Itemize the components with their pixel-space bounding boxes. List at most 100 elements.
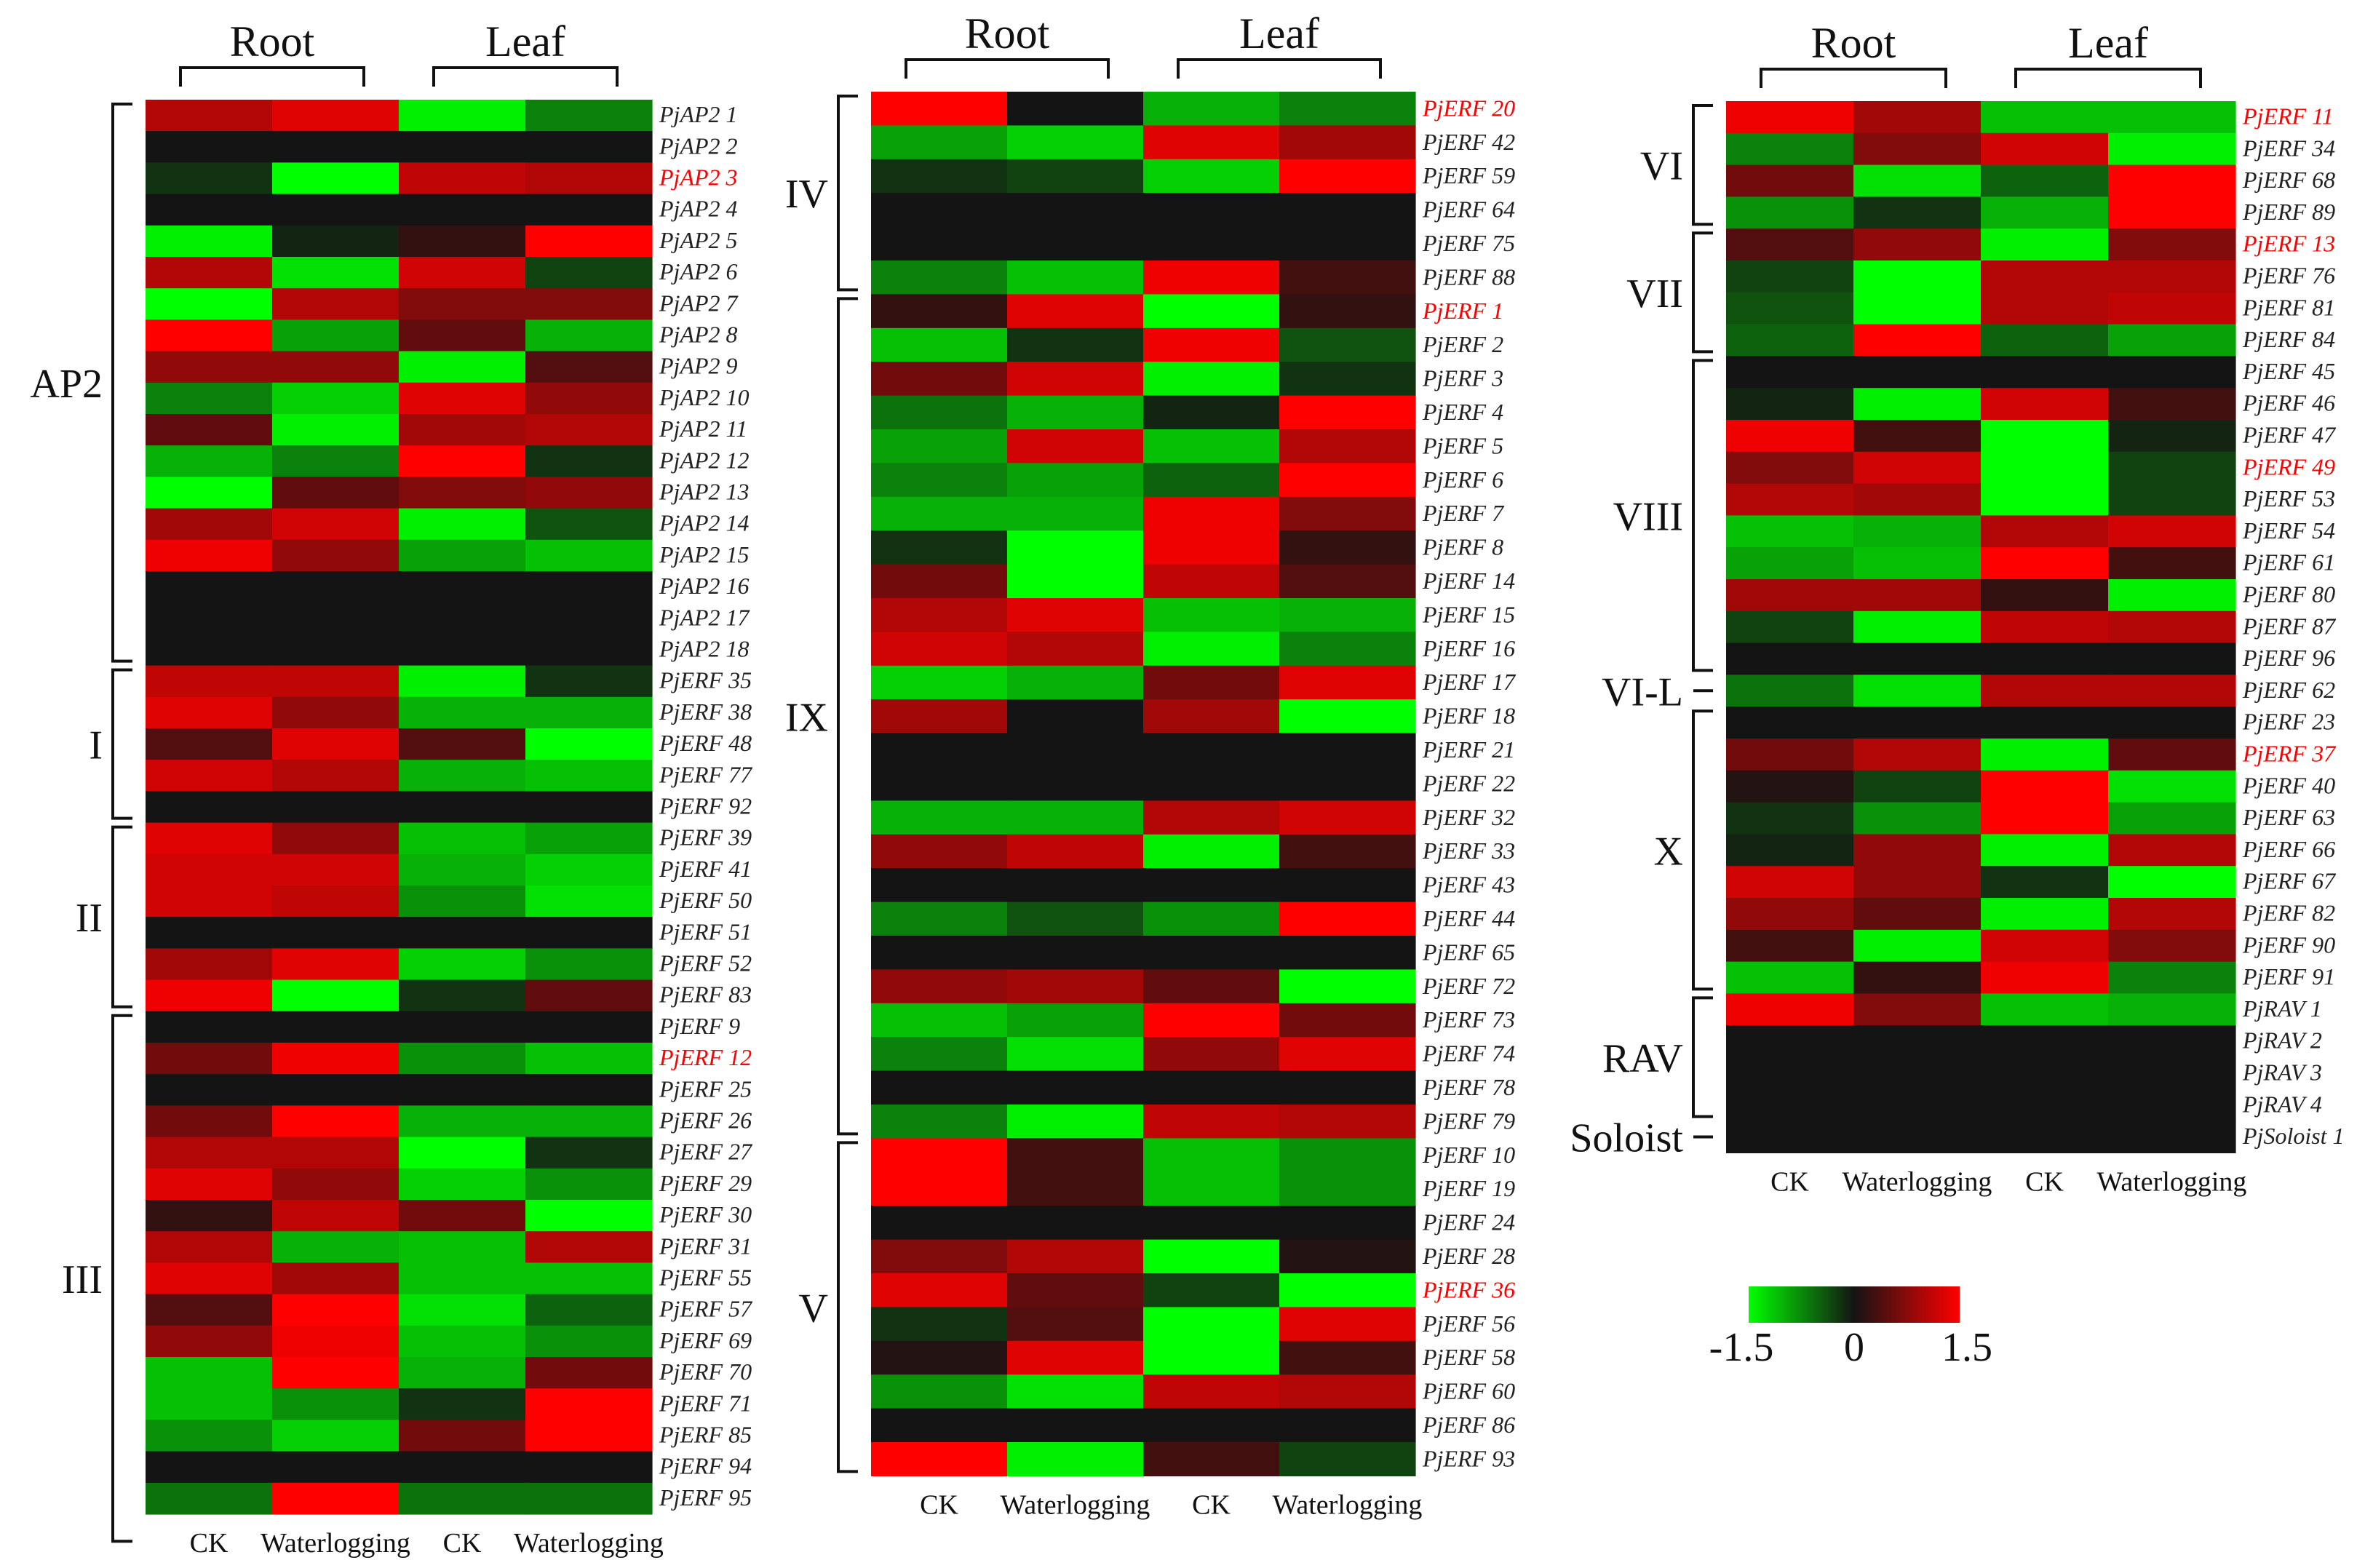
heatmap-cell	[399, 1231, 526, 1263]
heatmap-cell	[146, 886, 273, 918]
heatmap-cell	[1279, 1105, 1416, 1139]
heatmap-cell	[1726, 356, 1854, 389]
heatmap-cell	[1007, 193, 1144, 228]
heatmap-cell	[272, 917, 400, 949]
heatmap-cell	[1279, 463, 1416, 498]
heatmap-cell	[1279, 294, 1416, 329]
tissue-bracket-root	[905, 58, 1110, 79]
heatmap-cell	[2108, 101, 2236, 134]
gene-label-pjerf-11: PjERF 11	[2242, 103, 2334, 130]
group-label-ix: IX	[785, 695, 828, 740]
heatmap-cell	[525, 948, 653, 981]
heatmap-cell	[525, 1231, 653, 1263]
heatmap-cell	[1279, 226, 1416, 261]
heatmap-cell	[525, 194, 653, 226]
gene-label-pjerf-62: PjERF 62	[2242, 677, 2335, 703]
heatmap-cell	[399, 602, 526, 634]
heatmap-cell	[2108, 1089, 2236, 1122]
heatmap-cell	[399, 665, 526, 698]
gene-label-pjerf-61: PjERF 61	[2242, 549, 2335, 576]
heatmap-cell	[146, 1168, 273, 1201]
group-label-vii: VII	[1626, 271, 1683, 317]
heatmap-cell	[1007, 1171, 1144, 1206]
heatmap-cell	[399, 1105, 526, 1138]
heatmap-cell	[399, 445, 526, 477]
gene-label-pjerf-9: PjERF 9	[659, 1013, 740, 1039]
heatmap-cell	[146, 1482, 273, 1515]
gene-label-pjerf-13: PjERF 13	[2242, 231, 2335, 257]
heatmap-cell	[1981, 642, 2109, 675]
heatmap-cell	[399, 760, 526, 792]
heatmap-panel-1: PjAP2 1 PjAP2 2 PjAP2 3 PjAP2 4 PjAP2 5 PjAP2…	[30, 17, 753, 1559]
condition-label-waterlogging: Waterlogging	[1001, 1489, 1150, 1520]
heatmap-cell	[525, 351, 653, 383]
heatmap-cell	[1981, 1089, 2109, 1122]
heatmap-cell	[1853, 132, 1982, 166]
heatmap-cell	[1981, 674, 2109, 707]
heatmap-cell	[1853, 802, 1982, 835]
gene-label-pjerf-57: PjERF 57	[659, 1296, 753, 1322]
heatmap-cell	[1726, 451, 1854, 485]
heatmap-cell	[2108, 228, 2236, 261]
heatmap-cell	[146, 760, 273, 792]
condition-label-waterlogging: Waterlogging	[261, 1528, 410, 1559]
heatmap-cell	[1007, 92, 1144, 126]
heatmap-cell	[525, 1294, 653, 1326]
gene-label-pjap2-7: PjAP2 7	[659, 290, 739, 316]
heatmap-cell	[1981, 707, 2109, 739]
heatmap-cell	[272, 1262, 400, 1295]
heatmap-cell	[525, 571, 653, 603]
heatmap-cell	[399, 225, 526, 258]
heatmap-cell	[1726, 898, 1854, 931]
heatmap-cell	[272, 948, 400, 981]
heatmap-cell	[272, 1451, 400, 1484]
heatmap-cell	[1726, 1025, 1854, 1058]
heatmap-cell	[1143, 193, 1280, 228]
heatmap-cell	[1007, 834, 1144, 869]
heatmap-cell	[272, 508, 400, 541]
heatmap-cell	[2108, 1025, 2236, 1058]
heatmap-cell	[1143, 1003, 1280, 1038]
heatmap-cell	[1143, 362, 1280, 397]
heatmap-cell	[1981, 802, 2109, 835]
heatmap-cell	[1853, 929, 1982, 963]
gene-label-pjerf-70: PjERF 70	[659, 1358, 752, 1385]
heatmap-cell	[1279, 902, 1416, 936]
heatmap-cell	[1981, 1057, 2109, 1090]
gene-label-pjap2-9: PjAP2 9	[659, 353, 738, 379]
heatmap-cell	[1853, 388, 1982, 421]
gene-label-pjerf-87: PjERF 87	[2242, 613, 2337, 639]
heatmap-cell	[1143, 429, 1280, 463]
heatmap-cell	[1981, 866, 2109, 899]
heatmap-cell	[146, 822, 273, 855]
heatmap-cell	[1279, 733, 1416, 768]
heatmap-cell	[1279, 834, 1416, 869]
heatmap-cell	[272, 760, 400, 792]
gene-label-pjrav-1: PjRAV 1	[2242, 995, 2322, 1022]
gene-label-pjerf-47: PjERF 47	[2242, 422, 2337, 448]
heatmap-cell	[525, 539, 653, 572]
gene-label-pjrav-2: PjRAV 2	[2242, 1027, 2322, 1054]
heatmap-cell	[399, 351, 526, 383]
group-bracket-ix	[837, 297, 858, 1136]
heatmap-cell	[2108, 610, 2236, 644]
heatmap-cell	[871, 699, 1008, 734]
heatmap-cell	[146, 1294, 273, 1326]
heatmap-cell	[1726, 579, 1854, 612]
heatmap-cell	[525, 1357, 653, 1389]
heatmap-cell	[146, 194, 273, 226]
group-bracket-x	[1692, 709, 1713, 991]
heatmap-cell	[1279, 395, 1416, 430]
heatmap-cell	[1007, 294, 1144, 329]
heatmap-cell	[1726, 834, 1854, 867]
heatmap-cell	[1279, 1171, 1416, 1206]
heatmap-cell	[1853, 770, 1982, 803]
heatmap-cell	[871, 395, 1008, 430]
heatmap-cell	[272, 414, 400, 446]
heatmap-cell	[2108, 260, 2236, 293]
heatmap-cell	[399, 822, 526, 855]
group-label-rav: RAV	[1602, 1036, 1683, 1081]
gene-label-pjerf-49: PjERF 49	[2242, 453, 2335, 479]
heatmap-cell	[399, 853, 526, 886]
heatmap-cell	[1007, 699, 1144, 734]
